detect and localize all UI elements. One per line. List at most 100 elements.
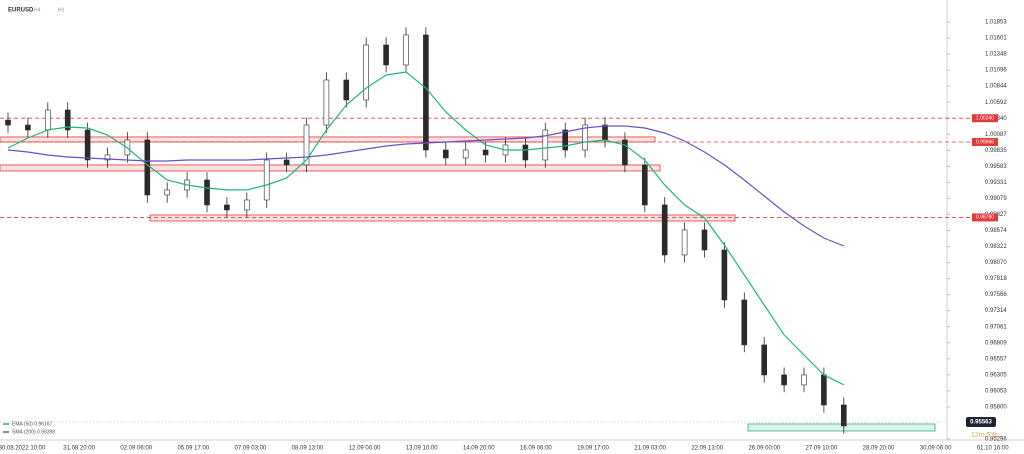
x-tick-label: 08.09 13:00 [292, 446, 324, 452]
zone [0, 136, 656, 143]
candle-body [761, 344, 768, 376]
candle-body [801, 374, 807, 386]
candle-body [602, 124, 608, 141]
y-tick-label: 0.99583 [985, 164, 1007, 170]
candle-body [64, 109, 71, 131]
current-price-tag [966, 417, 996, 428]
candle-body [343, 79, 350, 101]
x-tick-label: 26.09 00:00 [748, 446, 780, 452]
candle-body [164, 189, 170, 196]
candle-body [622, 139, 628, 166]
candle-body [522, 144, 529, 161]
candle-body [701, 229, 708, 251]
x-tick-label: 12.09 00:00 [349, 446, 381, 452]
candle-body [781, 374, 787, 386]
y-tick-label: 0.98322 [985, 244, 1007, 250]
candle-body [323, 79, 330, 126]
y-tick-label: 0.96053 [985, 388, 1007, 394]
y-tick-label: 0.99835 [985, 148, 1007, 154]
y-tick-label: 0.99079 [985, 196, 1007, 202]
candle-body [821, 374, 827, 406]
candle-body [5, 119, 11, 126]
candle-body [303, 124, 310, 166]
symbol[interactable]: EURUSD [8, 8, 34, 14]
candle-body [44, 109, 51, 131]
candle-body [681, 229, 688, 256]
candle-body [542, 129, 549, 161]
y-tick-label: 1.01096 [985, 68, 1007, 74]
x-tick-label: 31.08 20:00 [63, 446, 95, 452]
candle-body [84, 129, 91, 161]
legend-label: SMA (200) 0.98398 [12, 429, 55, 435]
x-tick-label: 22.09 13:00 [691, 446, 723, 452]
candle-body [721, 249, 728, 301]
timeframe[interactable]: H4 [34, 7, 41, 13]
x-tick-label: 02.09 06:00 [120, 446, 152, 452]
level-tag [972, 137, 998, 146]
zone [149, 214, 736, 222]
candle-body [244, 199, 250, 211]
y-tick-label: 0.97566 [985, 292, 1007, 298]
y-tick-label: 1.01601 [985, 36, 1007, 42]
candle-body [661, 204, 668, 256]
candle-body [641, 164, 648, 206]
level-tag [972, 114, 998, 123]
candle-body [224, 204, 230, 211]
y-tick-label: 0.97061 [985, 324, 1007, 330]
y-tick-label: 0.98574 [985, 228, 1007, 234]
candle-body [144, 139, 151, 196]
candle-body [383, 44, 389, 66]
y-tick-label: 0.97314 [985, 308, 1007, 314]
x-tick-label: 19.09 17:00 [577, 446, 609, 452]
candle-body [104, 154, 111, 161]
level-label: 0.99966 [976, 139, 994, 145]
y-tick-label: 0.97818 [985, 276, 1007, 282]
current-price-label: 0.95563 [970, 420, 992, 426]
y-tick-label: 0.95296 [985, 437, 1007, 443]
y-tick-label: 0.95800 [985, 405, 1007, 411]
y-tick-label: 0.99331 [985, 180, 1007, 186]
candle-body [462, 149, 469, 159]
y-tick-label: 1.00844 [985, 84, 1007, 90]
level-label: 1.00340 [976, 116, 994, 122]
candle-body [25, 124, 31, 131]
level-tag [972, 213, 998, 222]
candle-body [562, 129, 569, 151]
candle-body [283, 159, 290, 166]
candle-body [840, 404, 847, 427]
x-tick-label: 30.09 06:00 [920, 446, 952, 452]
y-tick-label: 0.96809 [985, 340, 1007, 346]
y-tick-label: 0.96557 [985, 356, 1007, 362]
x-tick-label: 30.08.2022 10:00 [0, 446, 46, 452]
x-tick-label: 14.09 20:00 [463, 446, 495, 452]
timeframe[interactable]: H1 [58, 7, 65, 13]
x-tick-label: 13.09 10:00 [406, 446, 438, 452]
y-tick-label: 1.00592 [985, 100, 1007, 106]
legend-label: EMA (50) 0.96167 [12, 421, 53, 427]
y-tick-label: 1.01348 [985, 52, 1007, 58]
y-tick-label: 0.98070 [985, 260, 1007, 266]
plot-area: 1.01853 1.01601 1.01348 1.01096 1.00844 1.005… [0, 20, 1009, 452]
x-tick-label: 01.10 16:00 [977, 446, 1009, 452]
candle-body [442, 149, 449, 159]
candle-timer: 12m 53s [971, 432, 998, 439]
candle-body [363, 44, 370, 101]
x-tick-label: 27.09 10:00 [806, 446, 838, 452]
candle-body [482, 149, 489, 156]
level-label: 0.98780 [976, 215, 994, 221]
x-tick-label: 21.09 03:00 [634, 446, 666, 452]
toolbar: EURUSD H4 H1 [8, 7, 65, 13]
ma-line [7, 125, 845, 247]
x-tick-label: 07.09 03:00 [235, 446, 267, 452]
ma-line [7, 71, 845, 386]
candle-body [403, 34, 409, 66]
candle-body [741, 299, 748, 346]
candle-body [204, 179, 210, 206]
candle-body [582, 124, 588, 151]
x-tick-label: 05.09 17:00 [177, 446, 209, 452]
y-tick-label: 0.96305 [985, 372, 1007, 378]
x-tick-label: 16.09 06:00 [520, 446, 552, 452]
y-tick-label: 1.00087 [985, 132, 1007, 138]
